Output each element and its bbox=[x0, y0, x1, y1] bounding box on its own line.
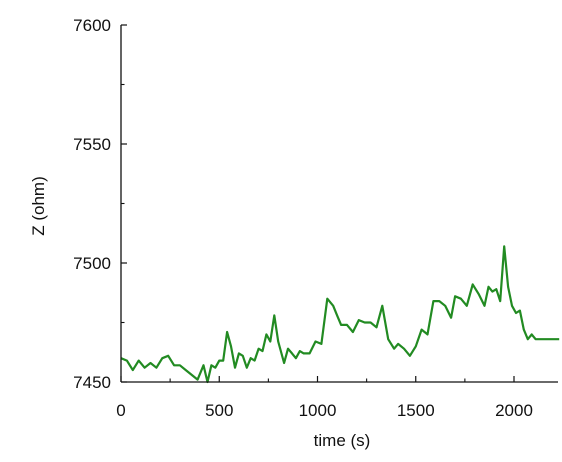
series-line bbox=[120, 245, 560, 384]
x-tick-label: 2000 bbox=[495, 401, 533, 420]
axis-ticks bbox=[120, 24, 515, 383]
x-tick-label: 1000 bbox=[299, 401, 337, 420]
x-axis-title: time (s) bbox=[314, 431, 371, 450]
y-tick-label: 7550 bbox=[73, 135, 111, 154]
x-tick-label: 0 bbox=[116, 401, 125, 420]
y-axis-title: Z (ohm) bbox=[29, 176, 48, 236]
y-tick-label: 7450 bbox=[73, 373, 111, 392]
tick-labels: 7450 7500 7550 7600 0 500 1000 1500 2000 bbox=[73, 16, 533, 420]
y-tick-label: 7500 bbox=[73, 254, 111, 273]
x-tick-label: 1500 bbox=[397, 401, 435, 420]
x-tick-label: 500 bbox=[205, 401, 233, 420]
y-tick-label: 7600 bbox=[73, 16, 111, 35]
